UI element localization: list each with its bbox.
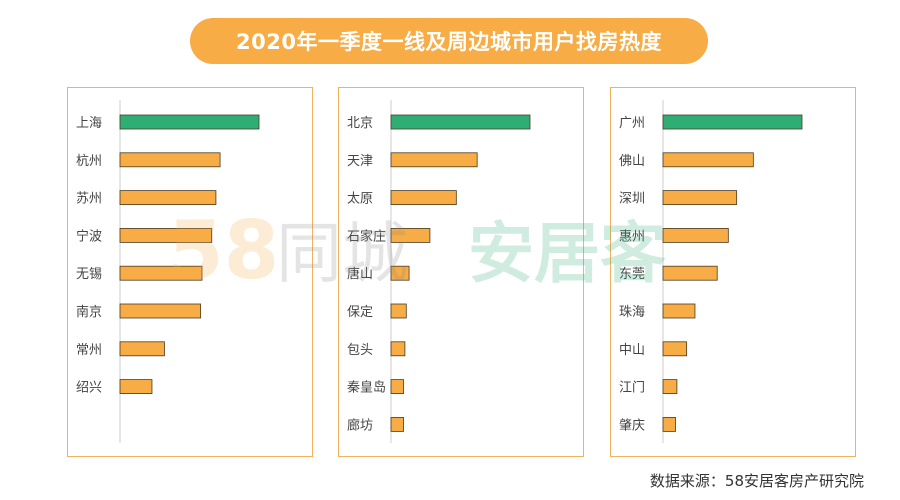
bar xyxy=(662,341,688,357)
bar xyxy=(662,152,754,168)
chart-panel-yangtze: 上海杭州苏州宁波无锡南京常州绍兴 xyxy=(67,87,313,457)
category-label: 珠海 xyxy=(619,305,645,320)
category-label: 常州 xyxy=(76,343,102,358)
bar xyxy=(390,152,478,168)
bar xyxy=(119,303,202,319)
bar xyxy=(390,341,406,357)
category-label: 中山 xyxy=(619,343,645,358)
chart-title: 2020年一季度一线及周边城市用户找房热度 xyxy=(236,30,662,54)
chart-panel-south: 广州佛山深圳惠州东莞珠海中山江门肇庆 xyxy=(610,87,856,457)
category-label: 无锡 xyxy=(76,267,102,282)
category-label: 南京 xyxy=(76,304,102,320)
data-source-note: 数据来源：58安居客房产研究院 xyxy=(649,472,864,490)
bar xyxy=(662,303,696,319)
bar xyxy=(662,379,678,395)
category-label: 苏州 xyxy=(76,191,102,207)
category-label: 宁波 xyxy=(76,228,102,244)
bar xyxy=(390,303,407,319)
category-label: 江门 xyxy=(619,381,645,396)
bar xyxy=(662,114,803,130)
category-label: 秦皇岛 xyxy=(347,380,386,396)
bar xyxy=(390,190,457,205)
category-label: 惠州 xyxy=(619,229,645,244)
category-label: 天津 xyxy=(347,154,373,169)
bar xyxy=(662,227,729,243)
category-label: 北京 xyxy=(347,116,373,131)
category-label: 石家庄 xyxy=(347,228,386,244)
category-label: 太原 xyxy=(347,192,373,207)
bar xyxy=(390,379,404,395)
bar xyxy=(119,152,221,168)
category-label: 绍兴 xyxy=(76,381,102,396)
category-label: 杭州 xyxy=(76,154,102,169)
category-label: 肇庆 xyxy=(619,418,645,433)
category-label: 广州 xyxy=(619,116,645,131)
title-banner: 2020年一季度一线及周边城市用户找房热度 xyxy=(190,18,708,64)
bar xyxy=(119,114,260,130)
category-label: 保定 xyxy=(347,305,373,320)
bar xyxy=(390,416,404,432)
category-label: 深圳 xyxy=(619,192,645,207)
bar xyxy=(119,190,217,205)
bar xyxy=(119,341,165,357)
bar xyxy=(119,265,203,281)
bar xyxy=(390,227,431,243)
bar xyxy=(390,265,410,281)
category-label: 上海 xyxy=(76,116,102,131)
category-label: 廊坊 xyxy=(347,417,373,433)
category-label: 唐山 xyxy=(347,266,373,282)
bar xyxy=(119,379,153,395)
chart-panel-north: 北京天津太原石家庄唐山保定包头秦皇岛廊坊 xyxy=(338,87,584,457)
bar xyxy=(662,265,718,281)
category-label: 包头 xyxy=(347,343,373,358)
bar xyxy=(390,114,531,130)
bar xyxy=(662,190,738,205)
category-label: 佛山 xyxy=(619,154,645,169)
bar xyxy=(662,416,676,432)
bar xyxy=(119,227,213,243)
category-label: 东莞 xyxy=(619,267,645,282)
